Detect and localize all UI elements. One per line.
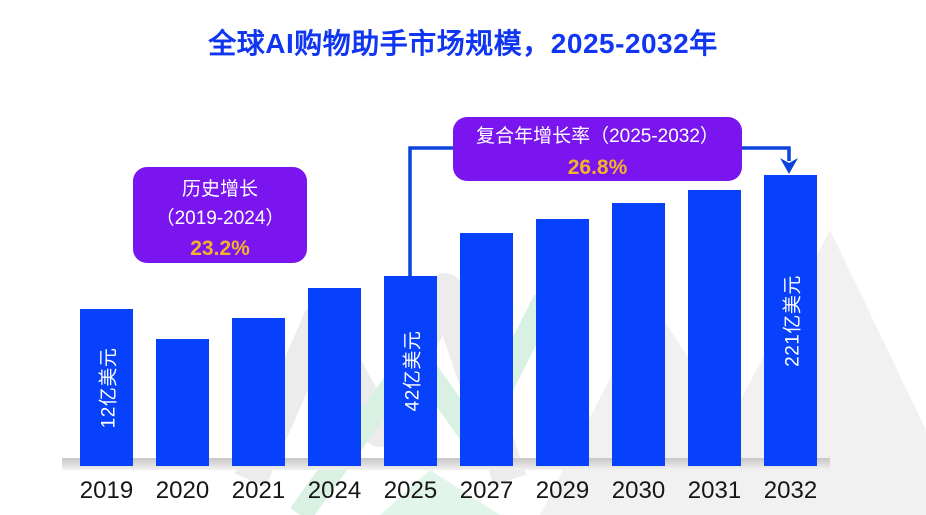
bar-2029: [536, 219, 589, 466]
bar-2020: [156, 339, 209, 466]
x-tick-2025: 2025: [383, 477, 438, 504]
x-tick-2021: 2021: [231, 477, 286, 504]
bar-2027: [460, 233, 513, 466]
x-tick-2032: 2032: [763, 477, 818, 504]
bar-2021: [232, 318, 285, 466]
bar-2019: 12亿美元: [80, 309, 133, 466]
x-tick-2019: 2019: [79, 477, 134, 504]
cagr-label: 复合年增长率（2025-2032）: [476, 126, 719, 147]
x-tick-2030: 2030: [611, 477, 666, 504]
bar-2030: [612, 203, 665, 466]
cagr-callout: 复合年增长率（2025-2032） 26.8%: [453, 117, 742, 181]
x-tick-2027: 2027: [459, 477, 514, 504]
chart-title: 全球AI购物助手市场规模，2025-2032年: [208, 28, 718, 59]
bar-2031: [688, 190, 741, 466]
x-tick-2024: 2024: [307, 477, 362, 504]
x-tick-2029: 2029: [535, 477, 590, 504]
bar-2032: 221亿美元: [764, 175, 817, 466]
historical-growth-callout: 历史增长 （2019-2024） 23.2%: [133, 167, 307, 263]
cagr-rate: 26.8%: [567, 155, 628, 179]
x-tick-2020: 2020: [155, 477, 210, 504]
bar-2024: [308, 288, 361, 466]
historical-growth-label-line1: 历史增长: [181, 179, 258, 200]
historical-growth-label-line2: （2019-2024）: [155, 207, 285, 229]
x-tick-2031: 2031: [687, 477, 742, 504]
bar-2025: 42亿美元: [384, 276, 437, 466]
historical-growth-rate: 23.2%: [190, 237, 250, 260]
